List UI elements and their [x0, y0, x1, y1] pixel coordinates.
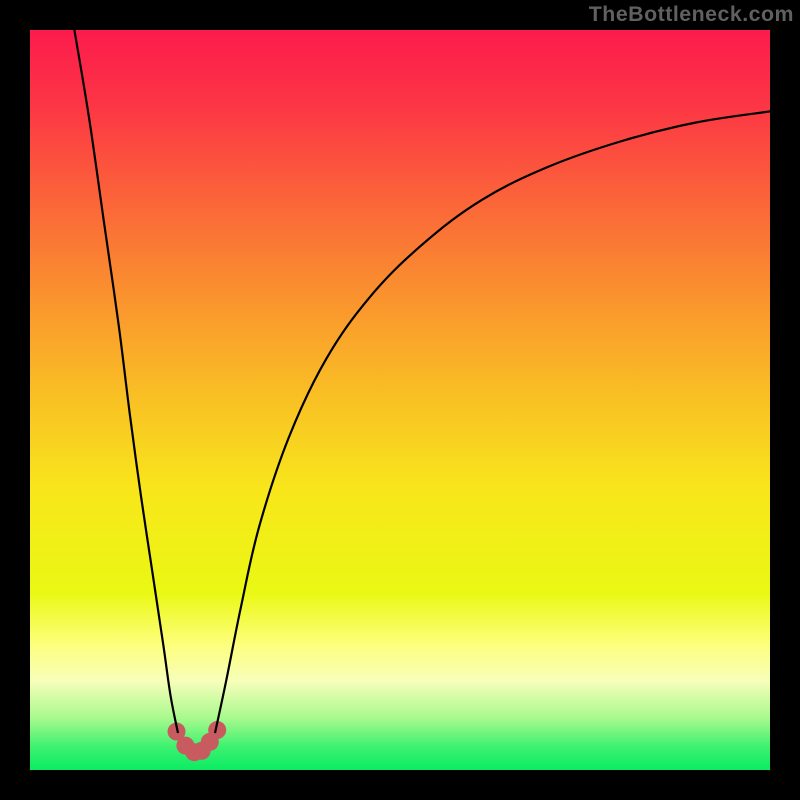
gradient-background [30, 30, 770, 770]
watermark-text: TheBottleneck.com [589, 2, 794, 27]
chart-frame [0, 0, 800, 800]
